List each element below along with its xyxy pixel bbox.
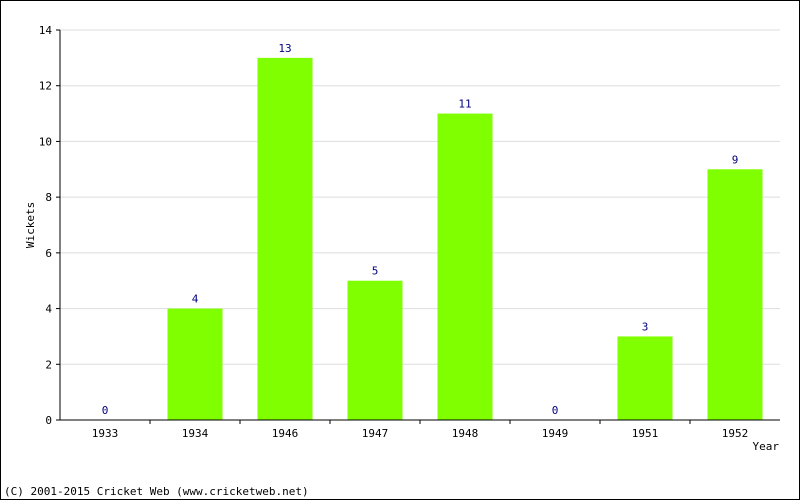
bar bbox=[347, 280, 403, 420]
x-tick-label: 1933 bbox=[92, 427, 119, 440]
x-tick-label: 1947 bbox=[362, 427, 389, 440]
y-tick-label: 14 bbox=[39, 24, 53, 37]
copyright-text: (C) 2001-2015 Cricket Web (www.cricketwe… bbox=[4, 485, 309, 498]
bar bbox=[617, 336, 673, 420]
bar-value-label: 9 bbox=[732, 153, 739, 166]
bar-value-label: 11 bbox=[458, 98, 471, 111]
y-tick-label: 12 bbox=[39, 80, 52, 93]
x-tick-label: 1934 bbox=[182, 427, 209, 440]
x-tick-label: 1948 bbox=[452, 427, 479, 440]
x-tick-label: 1951 bbox=[632, 427, 659, 440]
y-tick-label: 10 bbox=[39, 135, 52, 148]
data-labels: 0 4 13 5 11 0 3 9 bbox=[102, 42, 739, 417]
bar bbox=[707, 169, 763, 420]
bar-value-label: 0 bbox=[102, 404, 109, 417]
bar bbox=[167, 308, 223, 420]
y-tick-label: 2 bbox=[45, 358, 52, 371]
y-tick-label: 6 bbox=[45, 247, 52, 260]
x-tick-label: 1952 bbox=[722, 427, 749, 440]
y-tick-label: 8 bbox=[45, 191, 52, 204]
x-tick-label: 1946 bbox=[272, 427, 299, 440]
bar-value-label: 13 bbox=[278, 42, 291, 55]
bar-value-label: 0 bbox=[552, 404, 559, 417]
bar-value-label: 4 bbox=[192, 293, 199, 306]
bar bbox=[437, 113, 493, 421]
bars bbox=[167, 57, 763, 421]
bar-value-label: 3 bbox=[642, 320, 649, 333]
y-axis-title: Wickets bbox=[24, 202, 37, 248]
x-axis-title: Year bbox=[753, 440, 780, 453]
y-tick-label: 4 bbox=[45, 303, 52, 316]
x-tick-label: 1949 bbox=[542, 427, 569, 440]
bar bbox=[257, 57, 313, 420]
bar-value-label: 5 bbox=[372, 265, 379, 278]
axes: 0 2 4 6 8 10 12 14 1933 1934 1946 1947 1948 1949 1951 1… bbox=[39, 24, 780, 440]
y-tick-label: 0 bbox=[45, 414, 52, 427]
